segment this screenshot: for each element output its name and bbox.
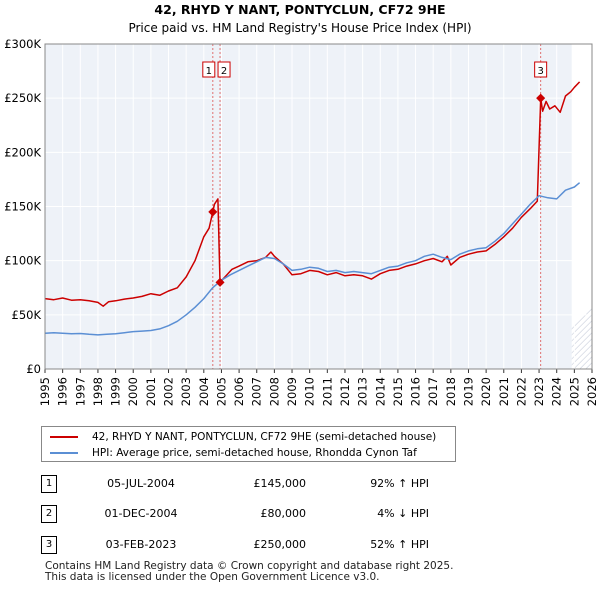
transaction-marker-2: 2	[41, 505, 57, 523]
transaction-row-1: 1 05-JUL-2004 £145,000 92% ↑ HPI	[41, 475, 561, 495]
x-tick-label: 2024	[550, 377, 564, 406]
y-tick-label: £300K	[4, 37, 41, 51]
x-tick-label: 2011	[320, 377, 334, 406]
x-tick-label: 1996	[56, 377, 70, 406]
x-tick-label: 2002	[162, 377, 176, 406]
x-tick-label: 2008	[267, 377, 281, 406]
x-tick-label: 2026	[585, 377, 599, 406]
x-tick-label: 2009	[285, 377, 299, 406]
x-tick-label: 2010	[303, 377, 317, 406]
y-tick-label: £50K	[12, 308, 42, 322]
x-tick-label: 2015	[391, 377, 405, 406]
x-tick-label: 2007	[250, 377, 264, 406]
x-tick-label: 2003	[179, 377, 193, 406]
y-tick-label: £0	[26, 362, 41, 376]
legend-item-hpi: HPI: Average price, semi-detached house,…	[50, 445, 417, 461]
x-tick-label: 1995	[38, 377, 52, 406]
transaction-label: 3	[537, 66, 543, 77]
transaction-label-box	[217, 61, 231, 78]
legend-line-blue	[50, 452, 78, 454]
series-line-property	[44, 81, 581, 307]
transaction-price-1: £145,000	[253, 477, 307, 490]
x-tick-label: 2005	[214, 377, 228, 406]
x-tick-label: 1999	[109, 377, 123, 406]
x-tick-label: 2004	[197, 377, 211, 406]
x-tick-label: 2018	[444, 377, 458, 406]
chart-subtitle: Price paid vs. HM Land Registry's House …	[128, 21, 471, 35]
transaction-marker-1: 1	[41, 475, 57, 493]
x-tick-label: 2000	[126, 377, 140, 406]
footer-licence: This data is licensed under the Open Gov…	[45, 571, 380, 583]
transaction-row-2: 2 01-DEC-2004 £80,000 4% ↓ HPI	[41, 505, 561, 525]
footer-copyright: Contains HM Land Registry data © Crown c…	[45, 560, 454, 572]
transaction-label-box	[534, 61, 548, 78]
legend-label-hpi: HPI: Average price, semi-detached house,…	[92, 447, 417, 459]
x-tick-label: 2006	[232, 377, 246, 406]
x-tick-label: 2014	[373, 377, 387, 406]
x-tick-label: 2016	[409, 377, 423, 406]
footer: Contains HM Land Registry data © Crown c…	[45, 561, 453, 583]
transaction-hpi-2: 4% ↓ HPI	[377, 507, 429, 520]
y-tick-label: £250K	[4, 91, 41, 105]
x-tick-label: 2019	[461, 377, 475, 406]
x-tick-label: 2013	[356, 377, 370, 406]
plot-border	[44, 43, 593, 370]
legend-item-property: 42, RHYD Y NANT, PONTYCLUN, CF72 9HE (se…	[50, 429, 436, 445]
transaction-hpi-1: 92% ↑ HPI	[370, 477, 429, 490]
y-tick-label: £100K	[4, 254, 41, 268]
legend-label-property: 42, RHYD Y NANT, PONTYCLUN, CF72 9HE (se…	[92, 431, 437, 443]
x-tick-label: 2023	[532, 377, 546, 406]
x-tick-label: 2017	[426, 377, 440, 406]
transaction-date-1: 05-JUL-2004	[107, 477, 175, 490]
transaction-price-3: £250,000	[253, 538, 307, 551]
x-tick-label: 2021	[497, 377, 511, 406]
x-tick-label: 2020	[479, 377, 493, 406]
transaction-label: 1	[206, 66, 212, 77]
series-line-hpi	[44, 182, 581, 336]
x-tick-label: 1998	[91, 377, 105, 406]
x-tick-label: 2001	[144, 377, 158, 406]
transaction-date-3: 03-FEB-2023	[105, 538, 177, 551]
transaction-date-2: 01-DEC-2004	[104, 507, 178, 520]
legend-line-red	[50, 436, 78, 438]
x-tick-label: 1997	[73, 377, 87, 406]
x-tick-label: 2012	[338, 377, 352, 406]
x-tick-label: 2022	[514, 377, 528, 406]
transaction-marker-3: 3	[41, 536, 57, 554]
x-tick-label: 2025	[567, 377, 581, 406]
forecast-hatch-line	[591, 368, 593, 369]
price-chart: 42, RHYD Y NANT, PONTYCLUN, CF72 9HE Pri…	[4, 2, 599, 406]
y-tick-label: £150K	[4, 200, 41, 214]
transaction-price-2: £80,000	[260, 507, 307, 520]
transaction-point	[215, 277, 225, 287]
transaction-row-3: 3 03-FEB-2023 £250,000 52% ↑ HPI	[41, 536, 561, 556]
transaction-hpi-3: 52% ↑ HPI	[370, 538, 429, 551]
y-tick-label: £200K	[4, 145, 41, 159]
chart-title: 42, RHYD Y NANT, PONTYCLUN, CF72 9HE	[154, 2, 445, 17]
legend: 42, RHYD Y NANT, PONTYCLUN, CF72 9HE (se…	[41, 426, 456, 462]
transaction-label-box	[202, 61, 216, 78]
transaction-label: 2	[221, 66, 227, 77]
